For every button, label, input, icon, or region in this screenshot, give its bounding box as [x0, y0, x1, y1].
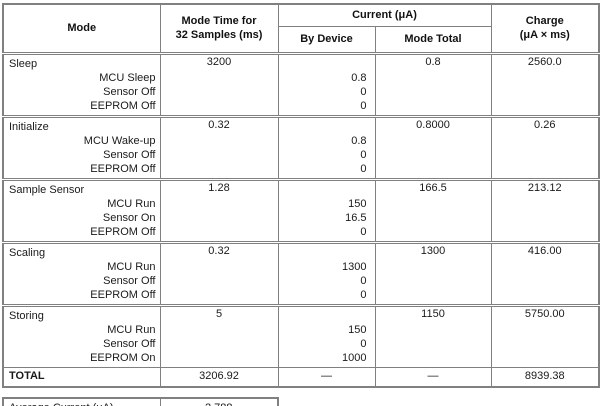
by-device-value: 0 — [360, 337, 367, 350]
by-device-value: 150 — [348, 197, 367, 210]
mode-time-value: 3200 — [159, 51, 279, 117]
header-mode-total: Mode Total — [374, 25, 492, 54]
mode-total-value: 1300 — [374, 240, 492, 306]
table-row-sleep: Sleep MCU Sleep Sensor Off EEPROM Off 32… — [2, 51, 600, 117]
average-current-table: Average Current (μA) 2.788 — [2, 397, 279, 406]
average-label: Average Current (μA) — [2, 397, 161, 406]
by-device-value: 0 — [360, 99, 367, 112]
mode-sub-label: Sensor Off — [103, 274, 156, 287]
by-device-cell: 150 16.5 0 — [277, 177, 376, 243]
charge-value: 0.26 — [490, 114, 600, 180]
mode-time-value: 5 — [159, 303, 279, 368]
mode-sub-label: EEPROM On — [90, 351, 156, 364]
by-device-value: 0 — [360, 148, 367, 161]
mode-group-label: Initialize — [9, 120, 49, 133]
mode-sub-label: MCU Wake-up — [83, 134, 156, 147]
mode-time-value: 0.32 — [159, 240, 279, 306]
mode-sub-label: MCU Run — [107, 197, 156, 210]
header-mode: Mode — [2, 3, 161, 54]
mode-total-value: 0.8000 — [374, 114, 492, 180]
by-device-cell: 0.8 0 0 — [277, 114, 376, 180]
table-row-sample-sensor: Sample Sensor MCU Run Sensor On EEPROM O… — [2, 177, 600, 243]
by-device-value: 0 — [360, 274, 367, 287]
header-charge-line1: Charge — [525, 15, 564, 28]
total-mode-time: 3206.92 — [159, 366, 279, 388]
table-row-initialize: Initialize MCU Wake-up Sensor Off EEPROM… — [2, 114, 600, 180]
mode-sub-label: Sensor Off — [103, 337, 156, 350]
charge-value: 5750.00 — [490, 303, 600, 368]
mode-time-value: 1.28 — [159, 177, 279, 243]
mode-cell: Initialize MCU Wake-up Sensor Off EEPROM… — [2, 114, 161, 180]
mode-sub-label: EEPROM Off — [90, 162, 156, 175]
mode-sub-label: EEPROM Off — [90, 225, 156, 238]
mode-sub-label: Sensor Off — [103, 148, 156, 161]
header-mode-time: Mode Time for 32 Samples (ms) — [159, 3, 279, 54]
total-mode-total: — — [374, 366, 492, 388]
mode-cell: Scaling MCU Run Sensor Off EEPROM Off — [2, 240, 161, 306]
table-row-storing: Storing MCU Run Sensor Off EEPROM On 5 1… — [2, 303, 600, 368]
header-current: Current (μA) — [277, 3, 492, 27]
mode-group-label: Scaling — [9, 246, 46, 259]
header-mode-time-line1: Mode Time for — [181, 15, 257, 28]
header-by-device: By Device — [277, 25, 376, 54]
mode-cell: Sample Sensor MCU Run Sensor On EEPROM O… — [2, 177, 161, 243]
by-device-cell: 150 0 1000 — [277, 303, 376, 368]
by-device-value: 1000 — [342, 351, 367, 364]
by-device-value: 0.8 — [351, 134, 367, 147]
header-mode-time-line2: 32 Samples (ms) — [175, 29, 263, 42]
by-device-value: 1300 — [342, 260, 367, 273]
by-device-value: 0 — [360, 225, 367, 238]
mode-sub-label: Sensor Off — [103, 85, 156, 98]
mode-cell: Sleep MCU Sleep Sensor Off EEPROM Off — [2, 51, 161, 117]
by-device-value: 0 — [360, 288, 367, 301]
by-device-value: 0 — [360, 85, 367, 98]
table-row-scaling: Scaling MCU Run Sensor Off EEPROM Off 0.… — [2, 240, 600, 306]
by-device-value: 0 — [360, 162, 367, 175]
charge-value: 2560.0 — [490, 51, 600, 117]
mode-cell: Storing MCU Run Sensor Off EEPROM On — [2, 303, 161, 368]
mode-sub-label: MCU Run — [107, 323, 156, 336]
header-charge-line2: (μA × ms) — [519, 29, 570, 42]
header-row-sub: By Device Mode Total — [3, 25, 599, 54]
mode-sub-label: EEPROM Off — [90, 288, 156, 301]
average-value: 2.788 — [159, 397, 279, 406]
power-budget-table: Mode Mode Time for 32 Samples (ms) Curre… — [2, 3, 600, 388]
mode-time-value: 0.32 — [159, 114, 279, 180]
header-charge: Charge (μA × ms) — [490, 3, 600, 54]
total-by-device: — — [277, 366, 376, 388]
by-device-value: 16.5 — [345, 211, 367, 224]
average-row: Average Current (μA) 2.788 — [2, 397, 279, 406]
by-device-value: 0.8 — [351, 71, 367, 84]
by-device-value: 150 — [348, 323, 367, 336]
mode-total-value: 1150 — [374, 303, 492, 368]
header-row-top: Mode Mode Time for 32 Samples (ms) Curre… — [2, 3, 600, 54]
mode-total-value: 0.8 — [374, 51, 492, 117]
by-device-cell: 1300 0 0 — [277, 240, 376, 306]
total-charge: 8939.38 — [490, 366, 600, 388]
mode-group-label: Sample Sensor — [9, 183, 85, 196]
mode-sub-label: EEPROM Off — [90, 99, 156, 112]
mode-group-label: Sleep — [9, 57, 38, 70]
mode-group-label: Storing — [9, 309, 44, 322]
total-label: TOTAL — [2, 366, 161, 388]
mode-total-value: 166.5 — [374, 177, 492, 243]
mode-sub-label: Sensor On — [102, 211, 156, 224]
charge-value: 416.00 — [490, 240, 600, 306]
mode-sub-label: MCU Sleep — [99, 71, 156, 84]
charge-value: 213.12 — [490, 177, 600, 243]
by-device-cell: 0.8 0 0 — [277, 51, 376, 117]
mode-sub-label: MCU Run — [107, 260, 156, 273]
total-row: TOTAL 3206.92 — — 8939.38 — [2, 366, 600, 388]
